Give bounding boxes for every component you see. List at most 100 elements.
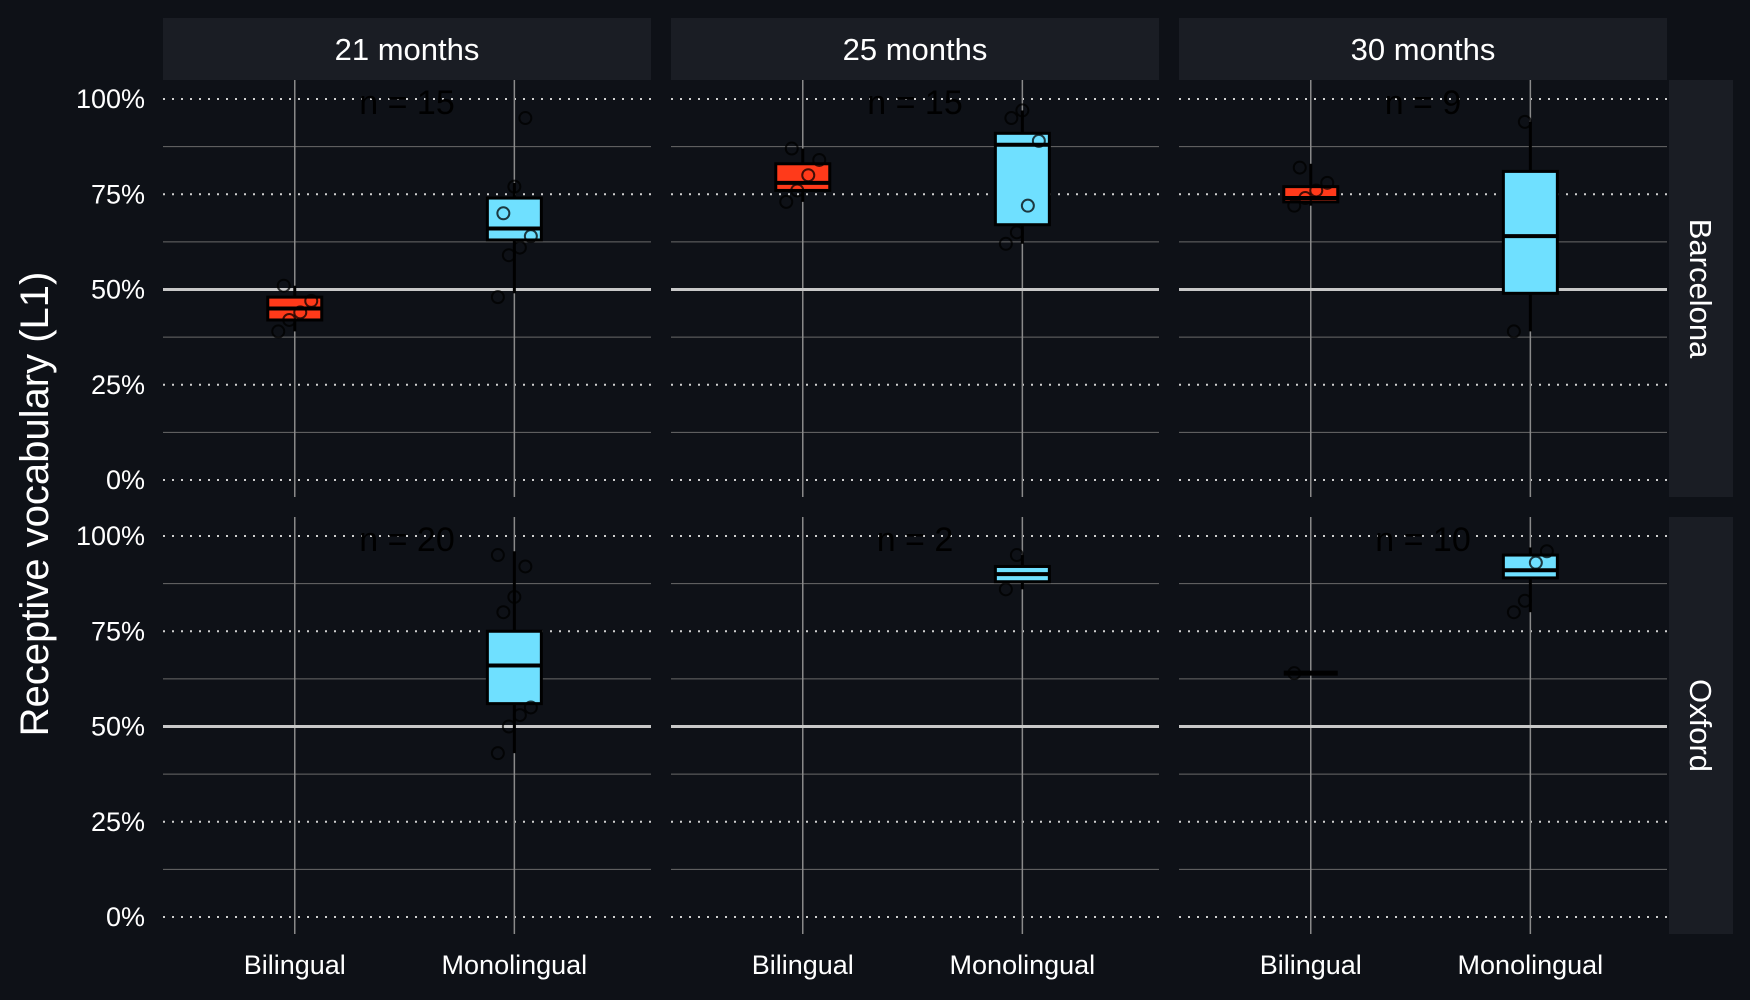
row-strip-oxford: Oxford <box>1669 517 1733 934</box>
row-strip-label: Oxford <box>1683 679 1718 772</box>
data-point <box>507 589 522 604</box>
x-tick-label: Bilingual <box>1260 950 1362 980</box>
data-point <box>1015 103 1030 118</box>
panel-data-oxford-25-months: n = 2 <box>877 521 1051 597</box>
data-point <box>518 111 533 126</box>
data-point <box>1298 191 1313 206</box>
data-point <box>490 746 505 761</box>
data-point <box>304 293 319 308</box>
box-bilingual <box>1282 160 1340 213</box>
column-strip-label: 21 months <box>335 32 480 67</box>
data-point <box>490 548 505 563</box>
data-point <box>1517 593 1532 608</box>
data-point <box>998 582 1013 597</box>
data-point <box>1292 160 1307 175</box>
box-monolingual <box>485 548 543 761</box>
data-point <box>512 708 527 723</box>
data-point <box>1320 175 1335 190</box>
panel-oxford-25-months <box>671 517 1159 934</box>
data-point <box>496 206 511 221</box>
n-label: n = 15 <box>359 84 454 122</box>
box-iqr <box>485 196 543 242</box>
column-strip-25-months: 25 months <box>671 18 1159 80</box>
data-point <box>490 290 505 305</box>
box-iqr <box>1501 169 1559 295</box>
y-tick-label: 25% <box>91 370 145 400</box>
data-point <box>779 194 794 209</box>
data-point <box>1004 111 1019 126</box>
data-point <box>1020 198 1035 213</box>
column-strip-21-months: 21 months <box>163 18 651 80</box>
box-monolingual <box>1501 114 1559 339</box>
column-strip-label: 30 months <box>1351 32 1496 67</box>
y-tick-label: 0% <box>106 902 145 932</box>
panel-oxford-30-months <box>1179 517 1667 934</box>
column-strip-30-months: 30 months <box>1179 18 1667 80</box>
x-tick-label: Bilingual <box>752 950 854 980</box>
data-point <box>501 719 516 734</box>
panel-data-oxford-30-months: n = 10 <box>1283 521 1559 681</box>
n-label: n = 15 <box>867 84 962 122</box>
data-point <box>512 240 527 255</box>
data-point <box>1539 544 1554 559</box>
data-point <box>1506 324 1521 339</box>
row-strip-background <box>1669 517 1733 934</box>
column-strip-label: 25 months <box>843 32 988 67</box>
x-tick-label: Bilingual <box>244 950 346 980</box>
y-tick-label: 75% <box>91 179 145 209</box>
data-point <box>812 152 827 167</box>
data-point <box>523 229 538 244</box>
y-tick-label: 0% <box>106 465 145 495</box>
data-point <box>282 312 297 327</box>
panel-barcelona-30-months <box>1179 80 1667 497</box>
data-point <box>1031 133 1046 148</box>
box-bilingual <box>774 141 832 209</box>
data-point <box>518 559 533 574</box>
y-tick-label: 25% <box>91 807 145 837</box>
data-point <box>501 248 516 263</box>
column-strip-background <box>163 18 651 80</box>
box-monolingual <box>485 111 543 305</box>
data-point <box>271 324 286 339</box>
x-tick-label: Monolingual <box>442 950 588 980</box>
column-strip-background <box>671 18 1159 80</box>
y-tick-label: 50% <box>91 275 145 305</box>
n-label: n = 2 <box>877 521 954 559</box>
panel-data-barcelona-25-months: n = 15 <box>774 84 1051 251</box>
column-strip-background <box>1179 18 1667 80</box>
panel-barcelona-25-months <box>671 80 1159 497</box>
data-point <box>1009 548 1024 563</box>
y-tick-label: 75% <box>91 616 145 646</box>
panel-data-barcelona-21-months: n = 15 <box>266 84 543 339</box>
data-point <box>293 305 308 320</box>
panels-layer: n = 15 n = 15 n = 9 n = 20 n = 2 n = 10 <box>163 80 1667 934</box>
data-point <box>1528 555 1543 570</box>
panel-oxford-21-months <box>163 517 651 934</box>
row-strip-label: Barcelona <box>1683 219 1718 359</box>
y-tick-label: 100% <box>76 521 145 551</box>
panel-barcelona-21-months <box>163 80 651 497</box>
data-point <box>1506 605 1521 620</box>
box-bilingual <box>266 278 324 339</box>
data-point <box>276 278 291 293</box>
row-strip-background <box>1669 80 1733 497</box>
panel-data-oxford-21-months: n = 20 <box>359 521 543 761</box>
box-monolingual <box>993 103 1051 251</box>
data-point <box>790 183 805 198</box>
box-monolingual <box>993 548 1051 597</box>
y-tick-label: 50% <box>91 712 145 742</box>
panel-data-barcelona-30-months: n = 9 <box>1282 84 1559 339</box>
y-tick-label: 100% <box>76 84 145 114</box>
x-tick-label: Monolingual <box>1458 950 1604 980</box>
data-point <box>1309 183 1324 198</box>
n-label: n = 10 <box>1375 521 1470 559</box>
axes-layer: 0% 25% 50% 75% 100% 0% 25% 50% 75% 100% Bilingual M… <box>76 84 1603 980</box>
data-point <box>784 141 799 156</box>
n-label: n = 9 <box>1385 84 1462 122</box>
n-label: n = 20 <box>359 521 454 559</box>
box-bilingual <box>1283 666 1338 681</box>
data-point <box>1009 225 1024 240</box>
strips-layer: 21 months 25 months 30 months Barcelona Oxfo… <box>163 18 1733 934</box>
data-point <box>523 700 538 715</box>
